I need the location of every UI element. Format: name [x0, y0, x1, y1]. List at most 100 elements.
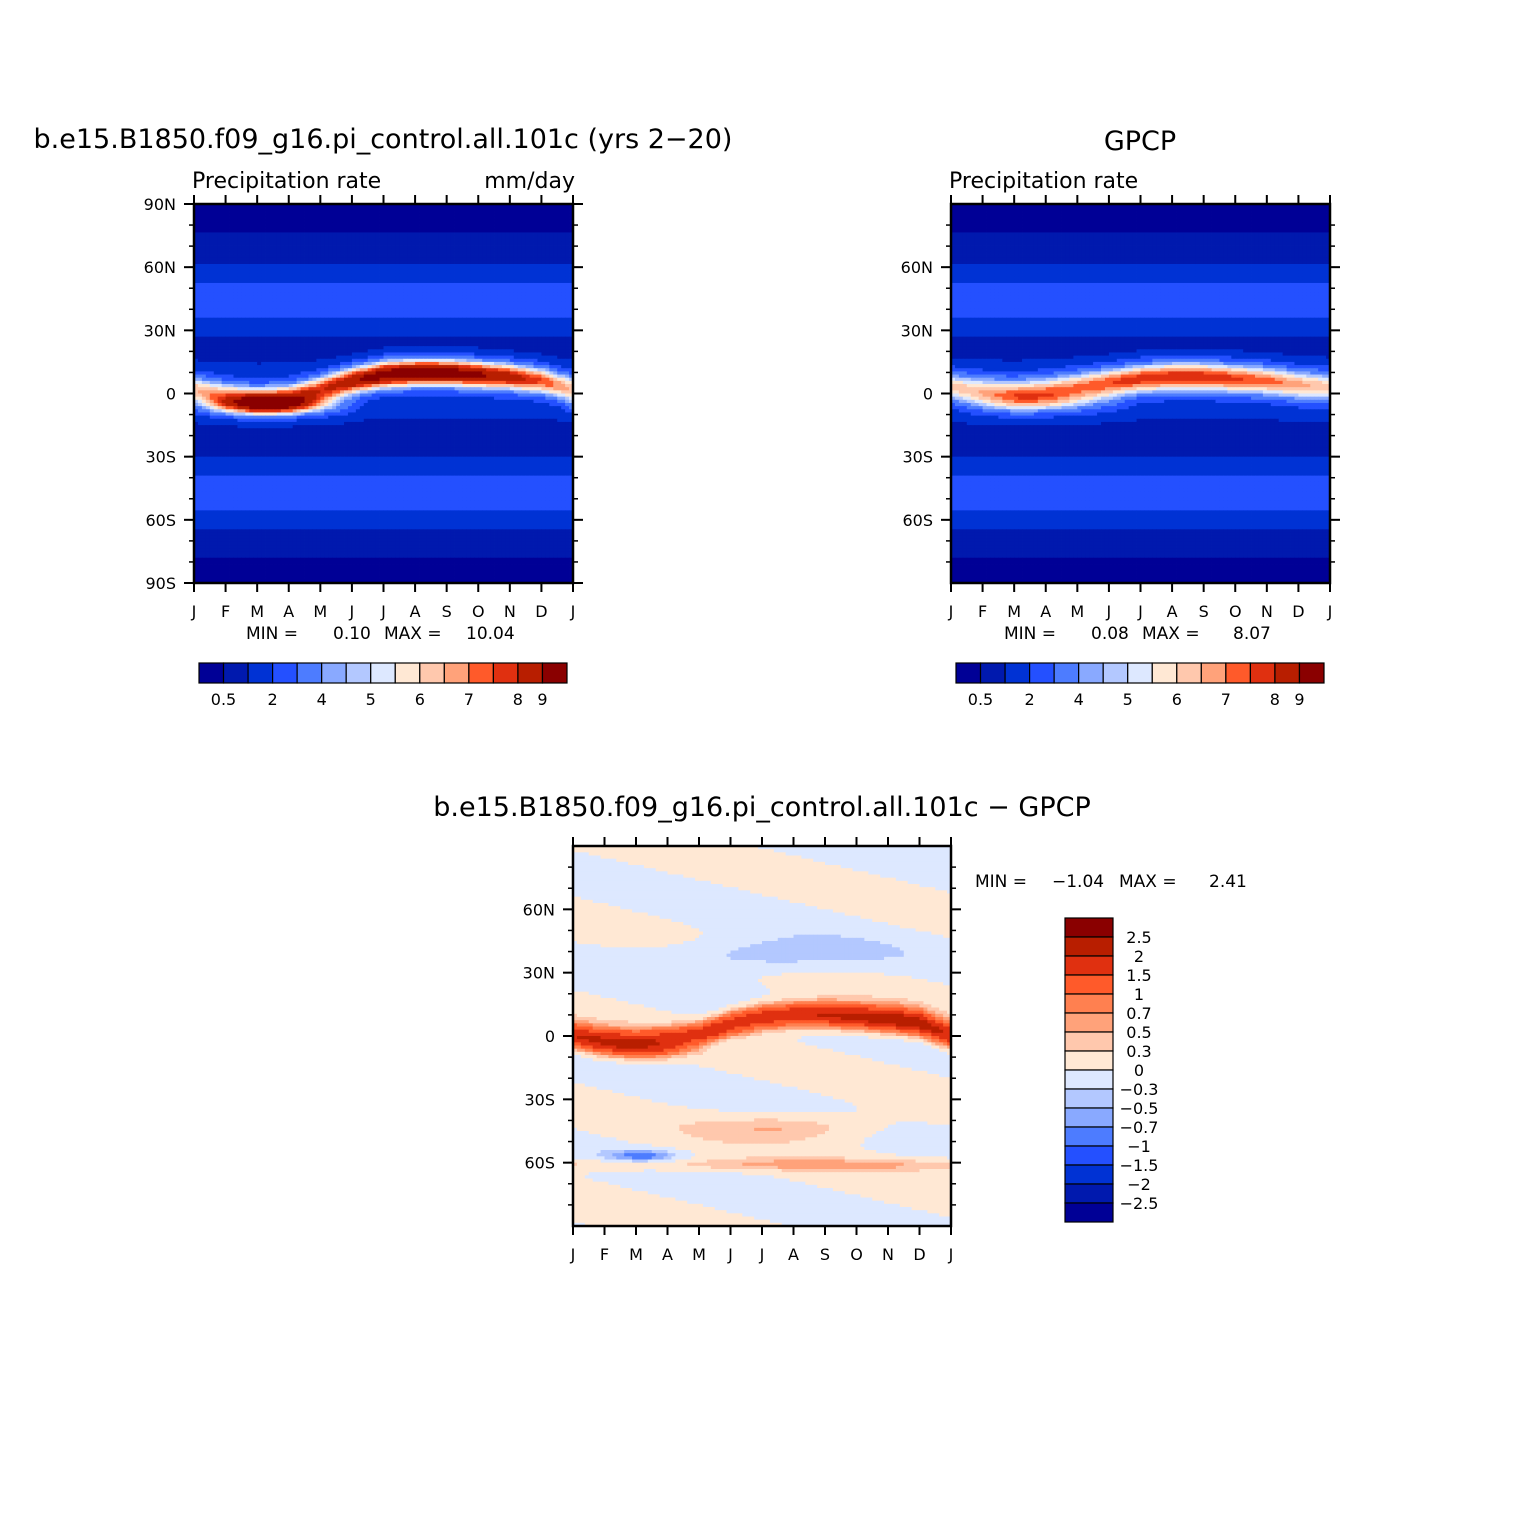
model-cell [403, 283, 407, 287]
model-cell [241, 280, 245, 284]
model-cell [372, 292, 376, 296]
model-cell [459, 207, 463, 211]
model-cell [320, 236, 324, 240]
model-cell [316, 210, 320, 214]
model-cell [526, 236, 530, 240]
model-cell [502, 292, 506, 296]
model-cell [415, 229, 419, 233]
model-cell [261, 213, 265, 217]
model-cell [384, 261, 388, 265]
model-cell [561, 226, 565, 230]
model-cell [462, 245, 466, 249]
model-cell [565, 210, 569, 214]
model-cell [447, 210, 451, 214]
model-cell [435, 273, 439, 277]
model-cell [553, 289, 557, 293]
model-cell [506, 251, 510, 255]
model-cell [403, 292, 407, 296]
model-cell [320, 232, 324, 236]
model-cell [462, 270, 466, 274]
model-cell [237, 258, 241, 262]
model-cell [565, 207, 569, 211]
model-cell [277, 289, 281, 293]
model-cell [384, 264, 388, 268]
model-cell [336, 277, 340, 281]
model-cell [336, 236, 340, 240]
model-cell [340, 264, 344, 268]
model-cell [549, 264, 553, 268]
model-cell [277, 213, 281, 217]
model-cell [447, 232, 451, 236]
model-cell [462, 239, 466, 243]
model-cell [419, 267, 423, 271]
model-cell [230, 223, 234, 227]
model-cell [261, 245, 265, 249]
model-cell [407, 236, 411, 240]
model-cell [348, 217, 352, 221]
model-cell [352, 292, 356, 296]
model-cell [206, 267, 210, 271]
model-cell [344, 226, 348, 230]
model-cell [218, 258, 222, 262]
model-cell [356, 207, 360, 211]
model-cell [474, 223, 478, 227]
model-cell [486, 242, 490, 246]
model-cell [237, 251, 241, 255]
model-cell [269, 273, 273, 277]
model-cell [435, 226, 439, 230]
model-cell [305, 210, 309, 214]
model-cell [269, 286, 273, 290]
model-cell [281, 277, 285, 281]
model-cell [415, 242, 419, 246]
model-cell [411, 251, 415, 255]
model-cell [565, 226, 569, 230]
model-cell [403, 226, 407, 230]
model-cell [308, 242, 312, 246]
model-cell [530, 270, 534, 274]
model-cell [439, 270, 443, 274]
model-cell [387, 258, 391, 262]
model-cell [324, 258, 328, 262]
model-cell [348, 280, 352, 284]
model-cell [352, 245, 356, 249]
model-cell [269, 258, 273, 262]
model-cell [490, 236, 494, 240]
model-cell [233, 210, 237, 214]
model-cell [376, 261, 380, 265]
model-cell [277, 255, 281, 259]
model-cell [233, 217, 237, 221]
model-cell [222, 289, 226, 293]
model-cell [514, 229, 518, 233]
model-cell [486, 283, 490, 287]
model-cell [230, 217, 234, 221]
model-cell [226, 236, 230, 240]
model-cell [510, 264, 514, 268]
model-cell [459, 277, 463, 281]
model-cell [360, 255, 364, 259]
model-cell [431, 223, 435, 227]
model-cell [293, 210, 297, 214]
model-cell [486, 236, 490, 240]
model-cell [399, 248, 403, 252]
model-cell [427, 217, 431, 221]
model-cell [245, 277, 249, 281]
model-cell [308, 207, 312, 211]
model-cell [462, 261, 466, 265]
model-cell [490, 280, 494, 284]
model-cell [222, 226, 226, 230]
model-cell [293, 207, 297, 211]
model-cell [198, 286, 202, 290]
model-cell [293, 248, 297, 252]
model-cell [541, 267, 545, 271]
model-cell [522, 245, 526, 249]
model-cell [510, 267, 514, 271]
model-cell [462, 223, 466, 227]
model-cell [344, 261, 348, 265]
model-cell [462, 229, 466, 233]
model-cell [364, 220, 368, 224]
model-cell [340, 267, 344, 271]
model-cell [289, 289, 293, 293]
model-cell [364, 223, 368, 227]
model-cell [443, 213, 447, 217]
model-cell [553, 239, 557, 243]
